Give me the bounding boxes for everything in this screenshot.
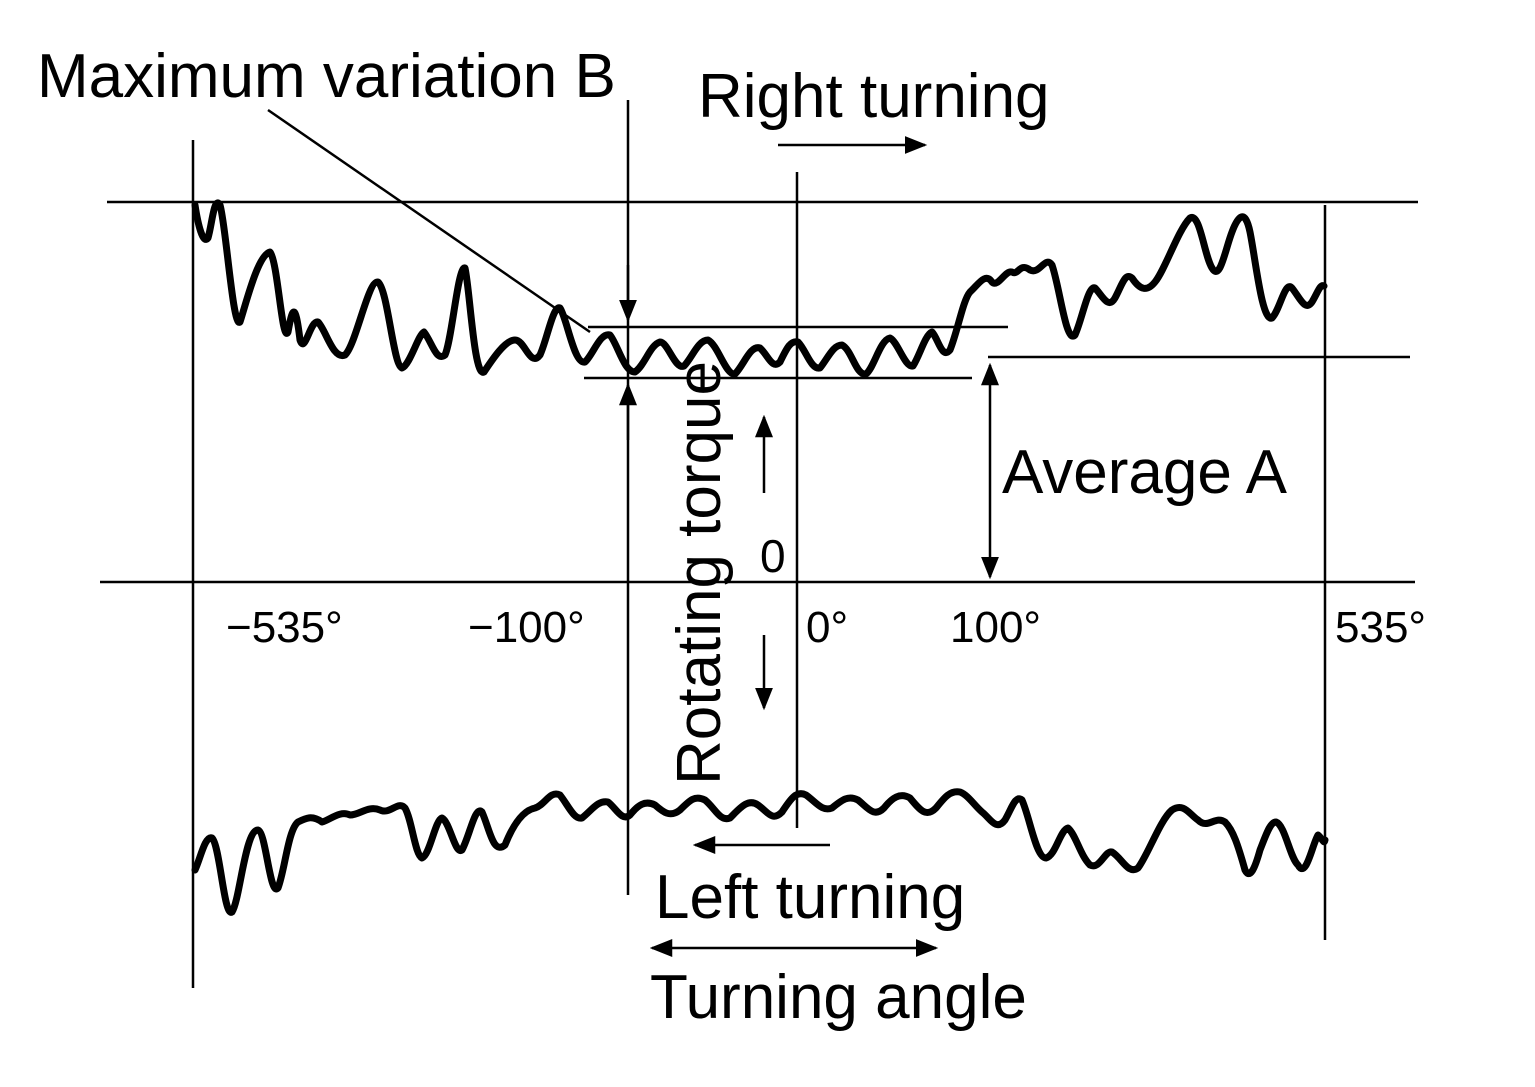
rotating-torque-label: Rotating torque — [665, 361, 734, 785]
right-turning-label: Right turning — [698, 62, 1050, 131]
tick-pos100: 100° — [950, 603, 1041, 652]
average-label: Average A — [1002, 438, 1288, 507]
right-turning-torque-curve — [191, 199, 1328, 378]
max-variation-leader — [267, 108, 591, 334]
max-variation-label: Maximum variation B — [37, 42, 616, 111]
tick-neg535: −535° — [226, 603, 343, 652]
tick-pos535: 535° — [1335, 603, 1426, 652]
left-turning-torque-curve — [191, 788, 1329, 916]
tick-neg100: −100° — [468, 603, 585, 652]
zero-torque-label: 0 — [760, 530, 786, 582]
tick-zero: 0° — [806, 603, 848, 652]
left-turning-label: Left turning — [655, 863, 965, 932]
turning-angle-label: Turning angle — [650, 963, 1027, 1032]
